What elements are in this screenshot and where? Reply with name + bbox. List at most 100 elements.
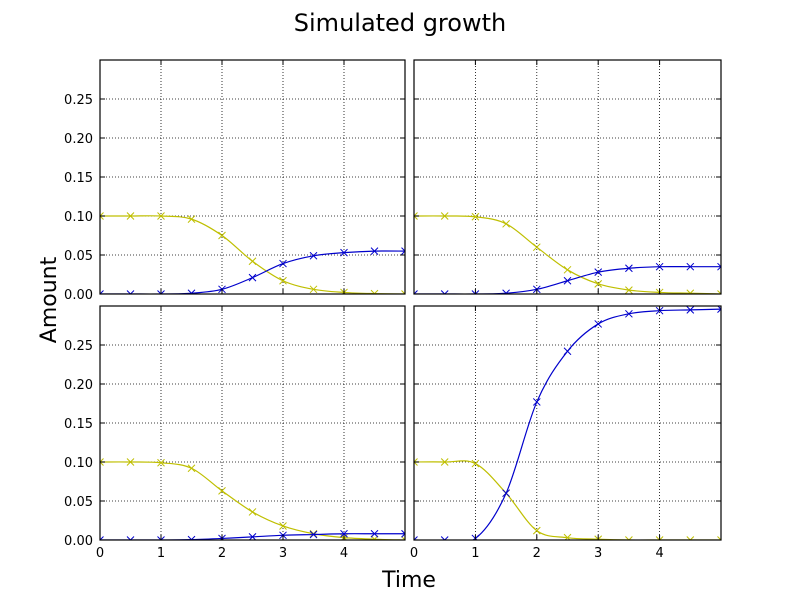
data-point-1-8 <box>340 529 348 538</box>
data-point-0-2 <box>471 459 480 468</box>
x-tick-label: 3 <box>279 546 287 561</box>
data-point-0-7 <box>309 285 318 294</box>
data-point-1-10 <box>717 306 721 313</box>
data-point-1-7 <box>309 251 318 260</box>
data-point-1-0 <box>100 290 104 294</box>
data-point-0-2 <box>471 212 480 221</box>
y-tick-label: 0.25 <box>64 93 93 108</box>
x-tick-label: 4 <box>655 546 663 561</box>
data-point-1-2 <box>157 290 165 294</box>
data-point-1-10 <box>717 262 721 271</box>
data-point-1-9 <box>686 262 695 271</box>
x-axis-label: Time <box>381 568 436 593</box>
x-tick-label: 2 <box>533 546 541 561</box>
data-point-1-9 <box>370 247 379 255</box>
y-tick-label: 0.10 <box>64 456 93 471</box>
data-point-0-6 <box>279 276 287 285</box>
series-group <box>414 306 721 540</box>
y-tick-label: 0.20 <box>64 132 93 147</box>
data-point-0-6 <box>594 280 603 288</box>
data-point-0-4 <box>532 526 541 535</box>
data-point-1-6 <box>594 320 603 328</box>
y-tick-label: 0.05 <box>64 249 93 264</box>
y-tick-label: 0.10 <box>64 210 93 225</box>
figure-title: Simulated growth <box>294 9 506 37</box>
data-point-0-4 <box>218 487 226 495</box>
data-point-0-3 <box>502 219 510 228</box>
data-point-0-5 <box>563 265 572 274</box>
data-point-0-8 <box>655 536 664 540</box>
data-point-1-8 <box>655 262 664 271</box>
x-tick-label: 3 <box>594 546 602 561</box>
data-point-1-8 <box>340 248 348 257</box>
data-point-0-1 <box>440 212 449 220</box>
subplot-top-left: 0.00 0.05 0.10 0.15 0.20 0.25 <box>64 59 406 303</box>
data-point-1-7 <box>625 309 633 318</box>
data-point-1-5 <box>563 276 572 285</box>
data-point-0-9 <box>370 535 379 540</box>
subplot-bottom-right: 0 1 2 3 4 <box>410 305 722 561</box>
data-point-1-7 <box>625 264 633 273</box>
data-point-1-4 <box>532 398 541 406</box>
data-point-0-7 <box>309 529 318 538</box>
data-point-1-5 <box>563 347 572 356</box>
data-point-1-1 <box>126 536 135 540</box>
data-point-0-10 <box>401 536 405 540</box>
data-point-1-0 <box>414 536 418 540</box>
data-point-1-0 <box>414 290 418 294</box>
y-tick-label: 0.05 <box>64 495 93 510</box>
y-tick-label: 0.25 <box>64 339 93 354</box>
data-point-1-6 <box>279 259 287 268</box>
data-point-0-10 <box>717 290 721 294</box>
y-tick-label: 0.00 <box>64 288 93 303</box>
y-tick-label: 0.15 <box>64 417 93 432</box>
x-tick-label: 0 <box>410 546 418 561</box>
data-point-0-3 <box>187 215 196 223</box>
data-point-0-10 <box>717 536 721 540</box>
data-point-0-0 <box>414 458 418 466</box>
series-group <box>414 212 721 294</box>
data-point-0-0 <box>414 212 418 220</box>
data-point-0-4 <box>532 243 541 252</box>
data-point-1-9 <box>370 529 379 538</box>
data-point-1-3 <box>502 289 510 294</box>
series-group <box>100 212 405 294</box>
x-tick-label: 1 <box>157 546 165 561</box>
data-point-0-10 <box>401 290 405 294</box>
data-point-0-5 <box>248 257 257 266</box>
subplot-top-right <box>413 59 722 295</box>
data-point-0-6 <box>279 522 287 530</box>
data-point-1-1 <box>126 290 135 294</box>
data-point-0-5 <box>248 508 257 516</box>
data-point-0-7 <box>625 286 633 294</box>
y-tick-label: 0.20 <box>64 378 93 393</box>
data-point-0-1 <box>440 458 449 466</box>
data-point-1-6 <box>594 268 603 277</box>
data-point-1-3 <box>502 489 510 498</box>
data-point-0-9 <box>686 289 695 294</box>
data-point-0-2 <box>157 458 165 467</box>
data-point-0-4 <box>218 231 226 240</box>
y-tick-label: 0.00 <box>64 534 93 549</box>
data-point-0-1 <box>126 212 135 220</box>
series-group <box>100 458 405 540</box>
x-tick-label: 0 <box>96 546 104 561</box>
data-point-1-3 <box>187 289 196 294</box>
subplot-grid: 0.00 0.05 0.10 0.15 0.20 0.25 0 1 2 3 4 0.00 0.05 0.1… <box>64 59 722 561</box>
series-line-1 <box>414 308 721 540</box>
data-point-0-1 <box>126 458 135 466</box>
series-line-0 <box>414 460 721 540</box>
data-point-1-2 <box>471 290 480 294</box>
subplot-bottom-left: 0 1 2 3 4 0.00 0.05 0.10 0.15 0.20 0.25 <box>64 305 406 561</box>
data-point-1-10 <box>401 529 405 538</box>
y-axis-label: Amount <box>37 256 62 343</box>
data-point-1-5 <box>248 273 257 282</box>
data-point-0-0 <box>100 458 104 466</box>
data-point-1-0 <box>100 536 104 540</box>
x-tick-label: 4 <box>340 546 348 561</box>
data-point-1-7 <box>309 530 318 539</box>
y-tick-label: 0.15 <box>64 171 93 186</box>
x-tick-label: 2 <box>218 546 226 561</box>
series-line-1 <box>100 250 405 294</box>
